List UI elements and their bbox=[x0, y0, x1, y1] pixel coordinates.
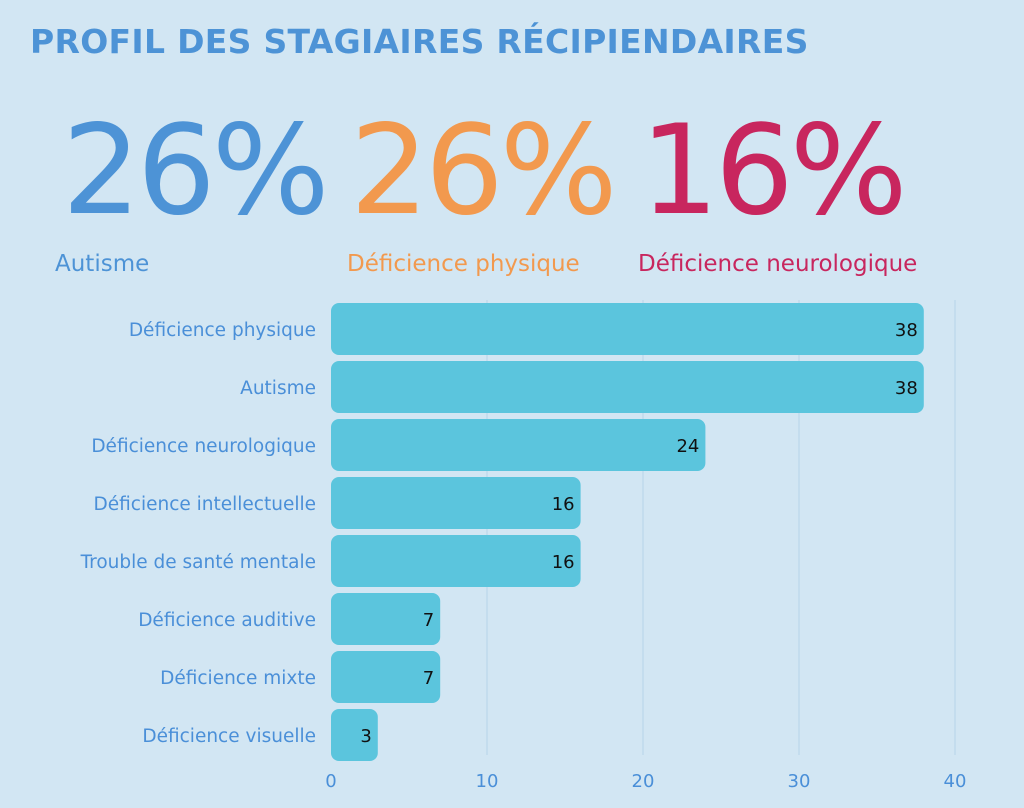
data-label-6: 7 bbox=[423, 668, 434, 689]
bar-1 bbox=[331, 361, 924, 413]
data-label-2: 24 bbox=[676, 436, 699, 457]
bar-6 bbox=[331, 651, 441, 703]
category-label-1: Autisme bbox=[240, 378, 316, 399]
bar-0 bbox=[331, 303, 924, 355]
category-label-7: Déficience visuelle bbox=[142, 726, 316, 747]
bar-4 bbox=[331, 535, 581, 587]
category-label-0: Déficience physique bbox=[129, 320, 316, 341]
stat-label-deficience-neurologique: Déficience neurologique bbox=[638, 251, 918, 277]
data-label-0: 38 bbox=[895, 320, 918, 341]
x-tick-label-0: 0 bbox=[325, 771, 336, 792]
category-label-3: Déficience intellectuelle bbox=[94, 494, 317, 515]
data-label-7: 3 bbox=[360, 726, 371, 747]
stat-value-deficience-physique: 26% bbox=[350, 99, 618, 243]
category-label-5: Déficience auditive bbox=[138, 610, 316, 631]
data-label-1: 38 bbox=[895, 378, 918, 399]
bar-3 bbox=[331, 477, 581, 529]
stat-value-deficience-neurologique: 16% bbox=[640, 99, 908, 243]
data-label-3: 16 bbox=[552, 494, 575, 515]
x-tick-label-20: 20 bbox=[632, 771, 655, 792]
x-tick-label-10: 10 bbox=[476, 771, 499, 792]
data-label-4: 16 bbox=[552, 552, 575, 573]
stat-label-deficience-physique: Déficience physique bbox=[347, 251, 580, 277]
stat-value-autisme: 26% bbox=[62, 99, 330, 243]
data-label-5: 7 bbox=[423, 610, 434, 631]
x-tick-label-30: 30 bbox=[788, 771, 811, 792]
x-tick-label-40: 40 bbox=[944, 771, 967, 792]
page-title: PROFIL DES STAGIAIRES RÉCIPIENDAIRES bbox=[30, 22, 809, 61]
bar-5 bbox=[331, 593, 441, 645]
stat-label-autisme: Autisme bbox=[55, 251, 150, 277]
bar-7 bbox=[331, 709, 378, 761]
category-label-6: Déficience mixte bbox=[160, 668, 316, 689]
category-label-4: Trouble de santé mentale bbox=[80, 552, 316, 573]
bar-2 bbox=[331, 419, 706, 471]
bar-chart: 0 10 20 30 40 Déficience physique 38 Autisme 38 D… bbox=[80, 300, 967, 792]
category-label-2: Déficience neurologique bbox=[91, 436, 316, 457]
